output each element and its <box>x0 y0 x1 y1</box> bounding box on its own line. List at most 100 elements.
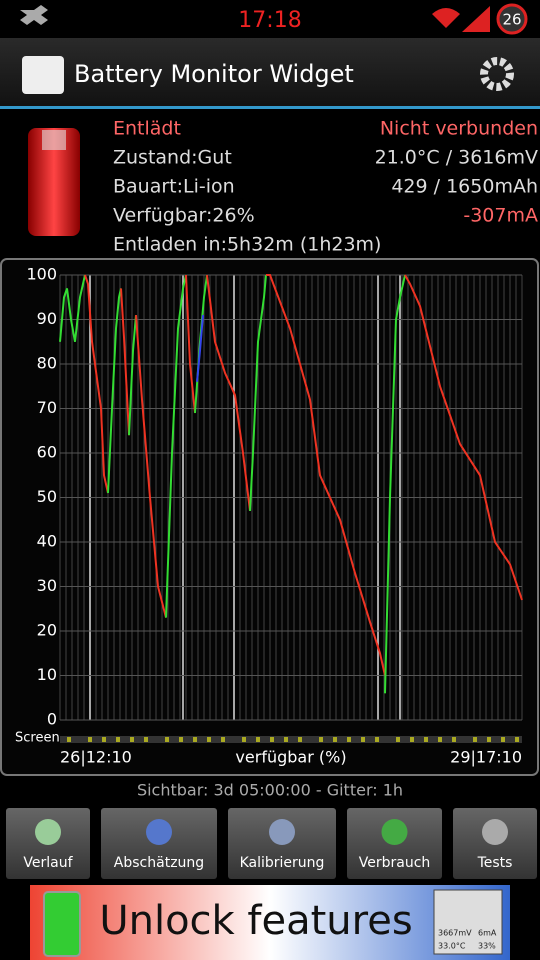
clock: 17:18 <box>238 8 301 33</box>
nav-button-label: Tests <box>477 855 513 871</box>
screen-on <box>88 737 92 742</box>
screen-on <box>473 737 477 742</box>
y-tick-label: 90 <box>37 309 57 328</box>
y-tick-label: 20 <box>37 621 57 640</box>
screen-on <box>256 737 260 742</box>
info-label: Bauart:Li-ion <box>113 176 235 198</box>
y-tick-label: 40 <box>37 532 57 551</box>
wifi-icon <box>432 8 460 28</box>
settings-button[interactable] <box>480 57 514 91</box>
screen-on <box>193 737 197 742</box>
battery-line <box>84 274 109 494</box>
x-end-label: 29|17:10 <box>450 748 522 767</box>
info-value: 429 / 1650mAh <box>391 176 538 198</box>
battery-line <box>185 274 196 414</box>
battery-line <box>120 288 130 436</box>
screen-on <box>347 737 351 742</box>
x-axis-label: verfügbar (%) <box>235 748 346 767</box>
battery-line <box>404 274 523 601</box>
nav-button-icon <box>482 819 508 845</box>
screen-on <box>298 737 302 742</box>
ad-mini-text: 6mA <box>478 929 497 938</box>
nav-button-label: Verlauf <box>23 855 73 871</box>
screen-on <box>452 737 456 742</box>
ad-title: Unlock features <box>99 898 412 944</box>
battery-graphic <box>28 128 80 236</box>
screen-label: Screen <box>15 731 60 746</box>
battery-line <box>249 274 267 511</box>
screen-on <box>144 737 148 742</box>
app-bar-divider <box>0 106 540 109</box>
battery-line <box>196 315 204 382</box>
info-label: Entlädt <box>113 118 181 140</box>
screen-on <box>361 737 365 742</box>
y-tick-label: 70 <box>37 398 57 417</box>
ad-mini-text: 33.0°C <box>438 942 466 951</box>
screen-on <box>102 737 106 742</box>
screen-on <box>396 737 400 742</box>
screen-on <box>179 737 183 742</box>
nav-button-icon <box>146 819 172 845</box>
nav-button-icon <box>381 819 408 845</box>
battery-line <box>59 274 86 342</box>
battery-line <box>135 315 167 618</box>
screen-on <box>487 737 491 742</box>
screen-on <box>130 737 134 742</box>
signal-icon <box>462 6 490 32</box>
y-tick-label: 10 <box>37 665 57 684</box>
x-start-label: 26|12:10 <box>60 748 132 767</box>
info-label: Zustand:Gut <box>113 147 232 169</box>
app-title: Battery Monitor Widget <box>74 60 354 88</box>
screen-on <box>375 737 379 742</box>
screen-on <box>242 737 246 742</box>
ad-widget <box>433 889 503 955</box>
screen-on <box>410 737 414 742</box>
screen-on <box>319 737 323 742</box>
battery-line <box>107 288 122 494</box>
app-icon <box>22 56 64 94</box>
nav-button-label: Verbrauch <box>359 855 431 871</box>
y-tick-label: 60 <box>37 443 57 462</box>
battery-line <box>266 274 386 676</box>
screen-on <box>207 737 211 742</box>
info-value: -307mA <box>463 205 538 227</box>
info-value: 21.0°C / 3616mV <box>375 147 538 169</box>
ad-banner[interactable] <box>30 885 510 960</box>
battery-graphic-top <box>42 130 66 150</box>
nav-button-icon <box>35 819 61 845</box>
app-bar <box>0 38 540 108</box>
nav-button-label: Abschätzung <box>114 855 204 871</box>
ad-mini-text: 3667mV <box>438 929 472 938</box>
visible-note: Sichtbar: 3d 05:00:00 - Gitter: 1h <box>137 781 403 800</box>
battery-line <box>206 274 251 512</box>
ad-battery <box>43 891 81 957</box>
screen-on <box>270 737 274 742</box>
info-remaining: Entladen in:5h32m (1h23m) <box>113 234 381 256</box>
screen-on <box>501 737 505 742</box>
y-tick-label: 100 <box>26 265 57 284</box>
nav-button-icon <box>269 819 295 845</box>
y-tick-label: 30 <box>37 576 57 595</box>
screen-on <box>67 737 71 742</box>
screen-on <box>284 737 288 742</box>
dropbox-icon <box>20 5 48 25</box>
info-value: Nicht verbunden <box>380 118 538 140</box>
nav-button-label: Kalibrierung <box>240 855 325 871</box>
screen-on <box>515 737 519 742</box>
battery-line <box>128 315 137 436</box>
screen-on <box>333 737 337 742</box>
screen-on <box>438 737 442 742</box>
info-label: Verfügbar:26% <box>113 205 255 227</box>
battery-line <box>165 274 187 618</box>
screen-on <box>116 737 120 742</box>
screen-track <box>60 736 522 743</box>
ad-mini-text: 33% <box>478 942 496 951</box>
screen-on <box>424 737 428 742</box>
battery-level: 26 <box>502 11 521 29</box>
y-tick-label: 50 <box>37 487 57 506</box>
battery-line <box>384 274 406 694</box>
screen-on <box>165 737 169 742</box>
y-tick-label: 0 <box>47 710 57 729</box>
